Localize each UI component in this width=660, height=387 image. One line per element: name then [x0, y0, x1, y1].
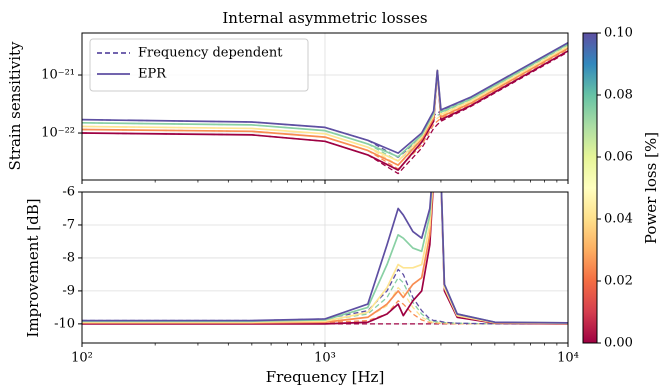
y-axis-label: Strain sensitivity	[6, 41, 24, 170]
axes-frame	[81, 32, 569, 181]
y-tick-label: -10	[54, 316, 75, 331]
line	[82, 50, 568, 171]
colorbar-tick-label: 0.04	[604, 212, 633, 227]
colorbar-tick-label: 0.00	[604, 336, 633, 351]
line	[82, 192, 568, 324]
y-tick-label: -8	[62, 250, 75, 265]
colorbar-tick-label: 0.02	[604, 274, 633, 289]
colorbar-tick-label: 0.08	[604, 88, 633, 103]
line	[82, 47, 568, 166]
y-tick-label: -7	[62, 217, 75, 232]
legend-label: EPR	[138, 67, 167, 82]
x-tick-label: 10²	[71, 351, 93, 366]
colorbar-label: Power loss [%]	[642, 132, 660, 244]
x-tick-label: 10³	[314, 351, 336, 366]
line	[82, 192, 568, 325]
line	[82, 192, 568, 325]
chart-title: Internal asymmetric losses	[222, 9, 427, 27]
y-tick-label: 10⁻²²	[41, 126, 75, 141]
plot-lines	[82, 192, 568, 325]
colorbar	[582, 32, 598, 344]
line	[82, 300, 568, 325]
line	[82, 43, 568, 158]
y-tick-label: 10⁻²¹	[41, 68, 75, 83]
y-tick-label: -9	[62, 283, 75, 298]
legend: Frequency dependent EPR	[89, 38, 309, 92]
colorbar-tick-label: 0.10	[604, 26, 633, 41]
x-tick-label: 10⁴	[557, 351, 579, 366]
line	[82, 45, 568, 162]
line	[82, 268, 568, 325]
legend-box	[89, 38, 309, 92]
plot-lines	[82, 41, 568, 175]
y-axis-label: Improvement [dB]	[24, 198, 42, 337]
y-tick-label: -6	[62, 185, 75, 200]
axes-frame	[81, 191, 569, 344]
x-axis-label: Frequency [Hz]	[266, 368, 385, 386]
legend-label: Frequency dependent	[138, 46, 283, 61]
colorbar-tick-label: 0.06	[604, 150, 633, 165]
line	[82, 41, 568, 154]
